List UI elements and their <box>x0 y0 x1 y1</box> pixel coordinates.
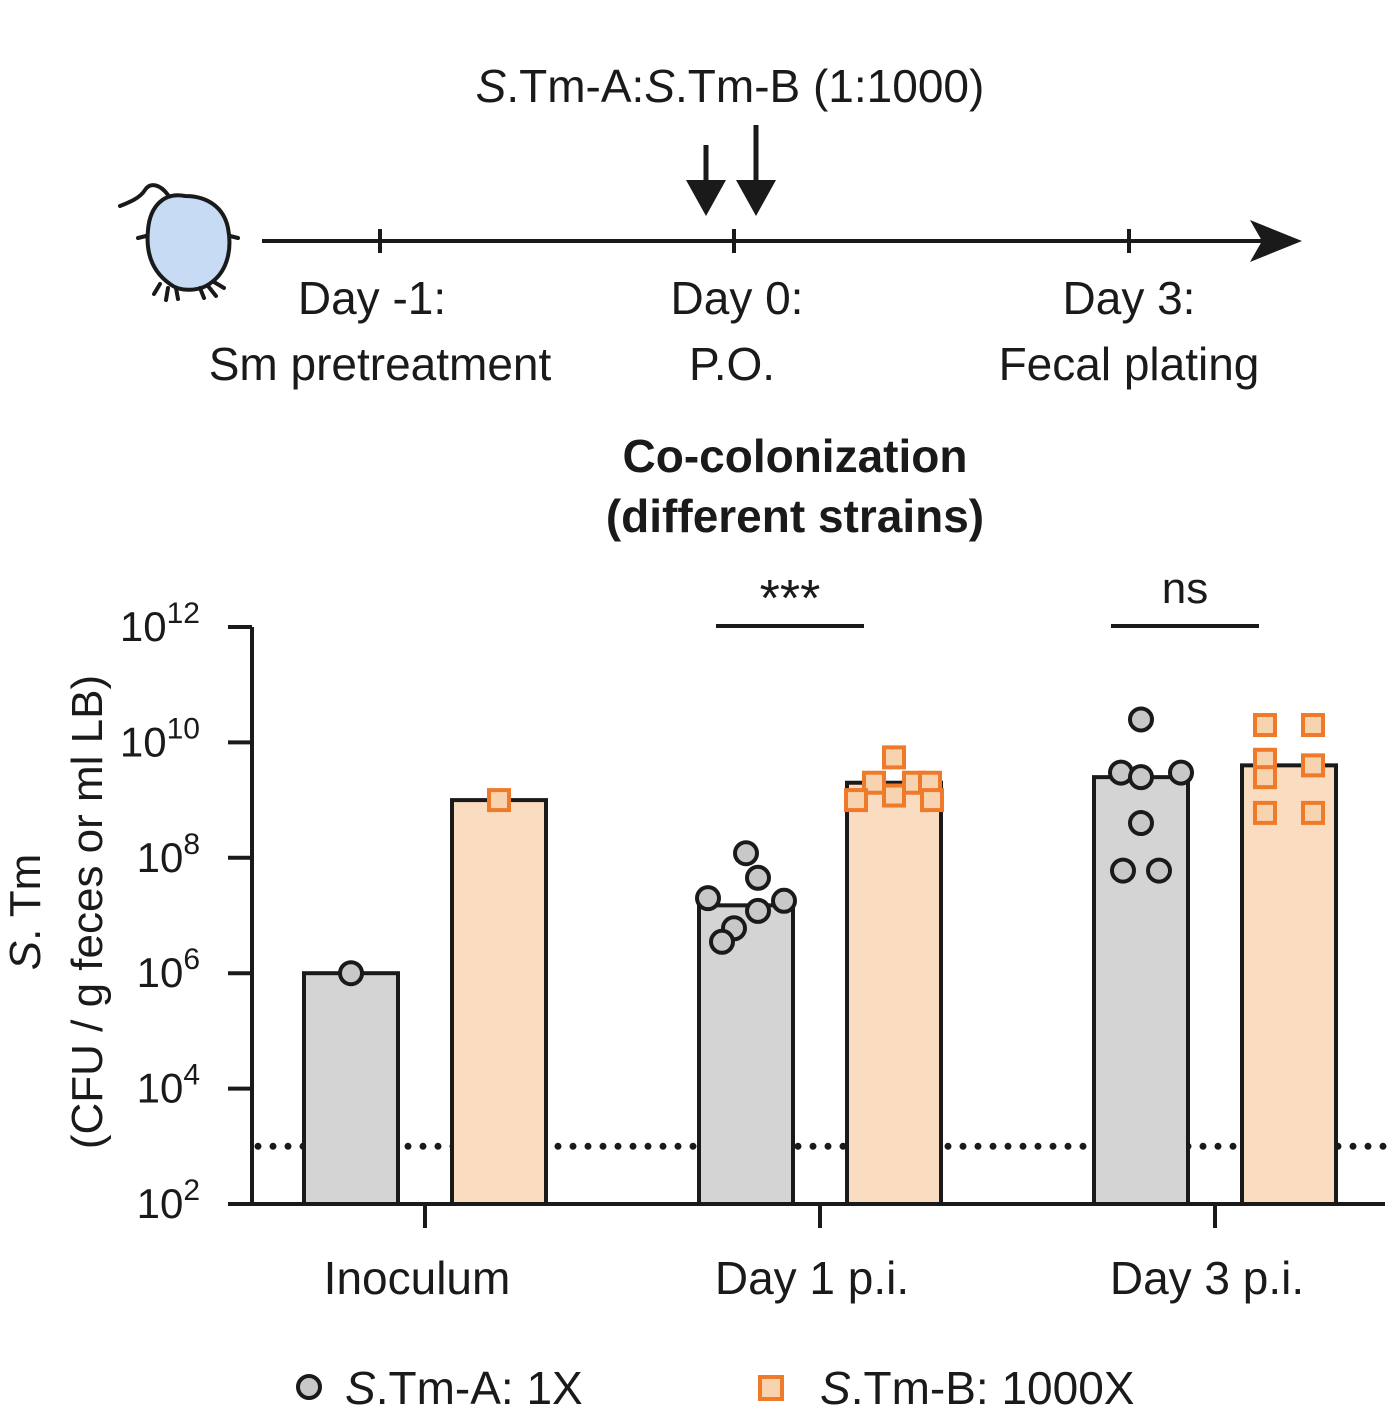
data-point-strain-b <box>1253 765 1277 790</box>
bar-fill-mask <box>306 1140 396 1153</box>
data-point-strain-a <box>745 864 771 891</box>
event-description: Sm pretreatment <box>209 338 552 390</box>
data-point-strain-b <box>920 788 944 813</box>
data-point-strain-a <box>1168 759 1194 786</box>
x-tick-label: Inoculum <box>324 1252 511 1304</box>
y-axis-label: S. Tm (CFU / g feces or ml LB) <box>1 675 112 1149</box>
bar-fill-mask <box>454 1140 544 1153</box>
data-point-strain-a <box>1128 810 1154 837</box>
data-point-strain-a <box>745 897 771 924</box>
data-point-strain-b <box>882 783 906 808</box>
mouse-icon <box>118 183 240 302</box>
dose-arrow-1 <box>686 145 726 216</box>
treatment-label: S.Tm-A:S.Tm-B (1:1000) <box>476 60 985 112</box>
data-point-strain-b <box>1301 753 1325 778</box>
bar-strain-b <box>1240 763 1338 1206</box>
significance-label: *** <box>760 570 821 628</box>
legend-item-strain-b: S.Tm-B: 1000X <box>758 1362 1134 1414</box>
x-tick-label: Day 1 p.i. <box>715 1252 909 1304</box>
legend-label-strain-b: S.Tm-B: 1000X <box>820 1362 1134 1414</box>
legend-marker-square <box>758 1375 784 1401</box>
chart-title-line-2: (different strains) <box>606 490 984 542</box>
bar-fill-mask <box>1096 1140 1186 1153</box>
bar-fill-mask <box>701 1140 791 1153</box>
data-point-strain-a <box>695 885 721 912</box>
data-point-strain-a <box>1128 764 1154 791</box>
y-axis-label-line-1: S. Tm <box>1 854 50 971</box>
chart-title-line-1: Co-colonization <box>623 430 968 482</box>
y-tick-label: 1012 <box>120 597 200 650</box>
dose-arrow-2 <box>736 125 776 216</box>
event-day-label: Day 3: <box>1063 272 1196 324</box>
data-point-strain-b <box>1301 800 1325 825</box>
data-point-strain-b <box>1253 800 1277 825</box>
event-day-label: Day 0: <box>671 272 804 324</box>
bar-fill-mask <box>849 1140 939 1153</box>
y-tick-label: 106 <box>137 943 200 996</box>
data-point-strain-b <box>487 788 511 813</box>
legend-label-strain-a: S.Tm-A: 1X <box>345 1362 583 1414</box>
data-point-strain-a <box>338 960 364 987</box>
bar-strain-a <box>302 971 400 1207</box>
bar-strain-b <box>845 780 943 1207</box>
chart-title: Co-colonization (different strains) <box>606 430 984 542</box>
bar-fill-mask <box>1244 1140 1334 1153</box>
y-tick-label: 102 <box>137 1174 200 1227</box>
plot-area: 1012 1010 108 106 104 102 Inoculum Day 1 p.i. Da… <box>120 564 1389 1304</box>
data-point-strain-a <box>1146 857 1172 884</box>
y-tick-label: 1010 <box>120 712 200 765</box>
event-description: P.O. <box>689 338 775 390</box>
data-point-strain-a <box>733 840 759 867</box>
event-description: Fecal plating <box>999 338 1260 390</box>
data-point-strain-a <box>1110 857 1136 884</box>
legend: S.Tm-A: 1X S.Tm-B: 1000X <box>296 1362 1134 1414</box>
bar-strain-b <box>450 798 548 1206</box>
data-point-strain-a <box>709 928 735 955</box>
y-tick-label: 104 <box>137 1059 200 1112</box>
data-point-strain-a <box>771 887 797 914</box>
bar-strain-a <box>1092 775 1190 1206</box>
x-tick-label: Day 3 p.i. <box>1110 1252 1304 1304</box>
data-point-strain-b <box>862 770 886 795</box>
significance-label: ns <box>1162 564 1208 613</box>
data-point-strain-b <box>1301 713 1325 738</box>
y-axis-label-line-2: (CFU / g feces or ml LB) <box>63 675 112 1149</box>
data-point-strain-b <box>882 745 906 770</box>
timeline-axis <box>262 220 1302 262</box>
y-tick-label: 108 <box>137 828 200 881</box>
data-point-strain-b <box>1253 713 1277 738</box>
legend-marker-circle <box>296 1374 322 1400</box>
legend-item-strain-a: S.Tm-A: 1X <box>296 1362 583 1414</box>
data-point-strain-b <box>844 788 868 813</box>
timeline-schematic: S.Tm-A:S.Tm-B (1:1000) Day -1: Sm pretre… <box>118 60 1302 390</box>
event-day-label: Day -1: <box>298 272 446 324</box>
data-point-strain-a <box>1128 706 1154 733</box>
